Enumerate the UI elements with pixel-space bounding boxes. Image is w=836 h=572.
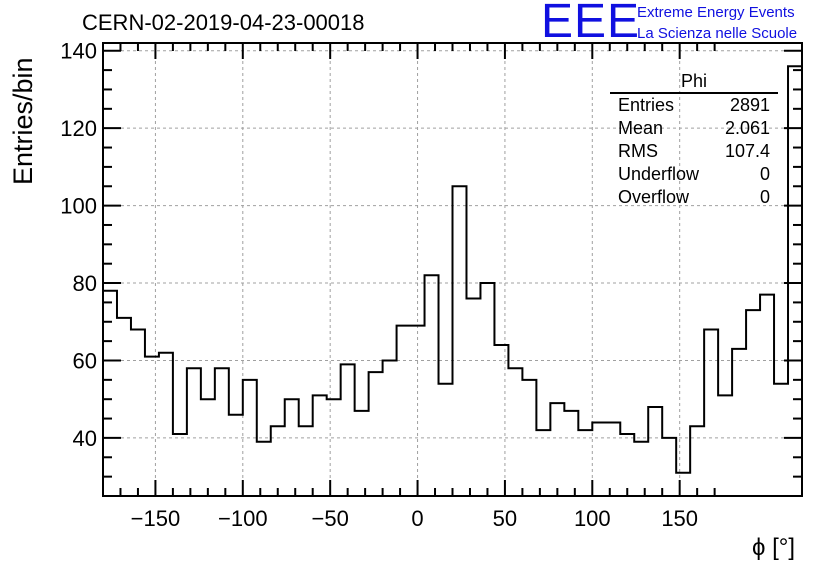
stats-label: Entries: [618, 95, 675, 115]
x-tick-label: −150: [131, 506, 181, 531]
stats-label: Overflow: [618, 187, 690, 207]
logo-caption-line2: La Scienza nelle Scuole: [637, 25, 798, 42]
stats-label: RMS: [618, 141, 658, 161]
y-tick-label: 140: [60, 39, 97, 64]
stats-row: Mean 2.061: [610, 117, 778, 140]
y-tick-label: 120: [60, 116, 97, 141]
stats-row: Underflow 0: [610, 163, 778, 186]
x-tick-label: 150: [661, 506, 698, 531]
stats-box: Phi Entries 2891 Mean 2.061 RMS 107.4 Un…: [610, 70, 778, 209]
stats-label: Mean: [618, 118, 664, 138]
y-axis-label: Entries/bin: [8, 57, 38, 185]
stats-value: 2.061: [724, 118, 770, 138]
x-tick-label: 100: [574, 506, 611, 531]
axis-tick-labels: −150 −100 −50 0 50 100 150 40 60 80 100 120 140: [60, 39, 698, 531]
stats-value: 0: [759, 164, 770, 184]
stats-row: Entries 2891: [610, 94, 778, 117]
x-tick-label: 0: [411, 506, 423, 531]
x-axis-label: ϕ [°]: [752, 534, 796, 561]
y-tick-label: 60: [73, 348, 97, 373]
stats-row: Overflow 0: [610, 186, 778, 209]
histogram-series-line: [103, 65, 802, 474]
stats-row: RMS 107.4: [610, 140, 778, 163]
axis-ticks: [103, 43, 802, 496]
eee-logo: EEE: [541, 0, 641, 48]
stats-value: 2891: [729, 95, 770, 115]
plot-frame: [102, 42, 803, 497]
x-tick-label: −50: [312, 506, 349, 531]
y-tick-label: 100: [60, 194, 97, 219]
y-tick-label: 40: [73, 426, 97, 451]
y-tick-label: 80: [73, 271, 97, 296]
chart-title: CERN-02-2019-04-23-00018: [82, 10, 365, 35]
stats-value: 107.4: [724, 141, 770, 161]
stats-label: Underflow: [618, 164, 700, 184]
stats-value: 0: [759, 187, 770, 207]
stats-box-title: Phi: [610, 70, 778, 94]
logo-caption-line1: Extreme Energy Events: [637, 4, 795, 21]
x-tick-label: −100: [218, 506, 268, 531]
x-tick-label: 50: [493, 506, 517, 531]
